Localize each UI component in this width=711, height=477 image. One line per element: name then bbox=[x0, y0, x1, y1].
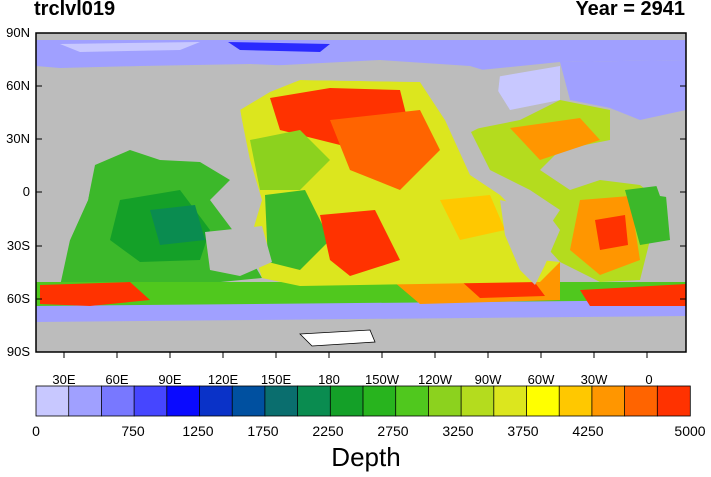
continent-south-america bbox=[500, 200, 560, 285]
colorbar-label-2750: 2750 bbox=[377, 423, 409, 439]
lon-label-60e: 60E bbox=[105, 372, 129, 387]
lon-label-0: 0 bbox=[645, 372, 653, 387]
lat-label-60s: 60S bbox=[6, 291, 30, 306]
colorbar-title: Depth bbox=[331, 442, 401, 472]
continent-asia bbox=[60, 66, 270, 162]
map-field bbox=[36, 33, 686, 352]
lat-label-30s: 30S bbox=[6, 238, 30, 253]
colorbar-label-1250: 1250 bbox=[182, 423, 214, 439]
lon-label-90w: 90W bbox=[474, 372, 502, 387]
colorbar-swatch-7 bbox=[264, 385, 299, 417]
lon-label-60w: 60W bbox=[527, 372, 555, 387]
continent-africa bbox=[36, 150, 95, 256]
colorbar-swatch-4 bbox=[166, 385, 201, 417]
pacific-central-orange bbox=[440, 195, 505, 240]
lat-label-60n: 60N bbox=[6, 78, 30, 93]
colorbar-label-750: 750 bbox=[121, 423, 145, 439]
colorbar-swatch-15 bbox=[526, 385, 560, 417]
colorbar-swatch-8 bbox=[297, 385, 332, 417]
variable-title: trclvl019 bbox=[34, 0, 116, 20]
continent-australia bbox=[205, 226, 272, 276]
lon-label-30w: 30W bbox=[580, 372, 608, 387]
southern-red-east bbox=[580, 284, 686, 306]
lat-label-30n: 30N bbox=[6, 131, 30, 146]
colorbar-swatch-18 bbox=[624, 385, 658, 417]
lon-label-120e: 120E bbox=[207, 372, 239, 387]
colorbar-label-2250: 2250 bbox=[312, 423, 344, 439]
colorbar-swatch-1 bbox=[68, 385, 103, 417]
colorbar-swatch-12 bbox=[427, 385, 462, 417]
lon-label-180: 180 bbox=[318, 372, 340, 387]
labrador-shelf bbox=[490, 66, 560, 110]
pacific-north-green bbox=[250, 130, 330, 190]
pacific-north-orange bbox=[330, 110, 440, 190]
arctic-deep bbox=[228, 42, 330, 52]
lat-label-90s: 90S bbox=[6, 344, 30, 359]
colorbar-swatch-9 bbox=[329, 385, 364, 417]
lon-label-120w: 120W bbox=[418, 372, 452, 387]
colorbar-swatch-19 bbox=[656, 385, 691, 417]
arctic-shelf bbox=[60, 42, 200, 52]
atlantic-south-red bbox=[595, 215, 628, 250]
southern-red-west bbox=[40, 282, 150, 306]
lon-label-150e: 150E bbox=[260, 372, 292, 387]
lat-ticks bbox=[36, 32, 686, 353]
colorbar-swatch-0 bbox=[35, 385, 70, 417]
colorbar-swatch-16 bbox=[558, 385, 593, 417]
colorbar-label-1750: 1750 bbox=[247, 423, 279, 439]
colorbar-swatch-17 bbox=[591, 385, 626, 417]
colorbar-swatch-14 bbox=[493, 385, 528, 417]
colorbar-label-0: 0 bbox=[32, 423, 40, 439]
lon-label-90e: 90E bbox=[158, 372, 182, 387]
lon-label-30e: 30E bbox=[52, 372, 76, 387]
atlantic-west-orange bbox=[510, 118, 600, 160]
colorbar-swatch-5 bbox=[199, 385, 233, 417]
lat-label-equator: 0 bbox=[22, 184, 30, 199]
pacific-west-red bbox=[320, 210, 400, 276]
continent-north-america bbox=[265, 60, 500, 135]
colorbar-label-3750: 3750 bbox=[507, 423, 539, 439]
atlantic-east-green bbox=[625, 185, 670, 245]
colorbar-swatch-13 bbox=[460, 385, 495, 417]
lon-label-150w: 150W bbox=[365, 372, 399, 387]
colorbar-swatch-11 bbox=[395, 385, 430, 417]
colorbar-swatch-10 bbox=[362, 385, 397, 417]
north-atlantic-shelf bbox=[560, 60, 686, 120]
indian-ocean-deep bbox=[150, 205, 205, 245]
pacific-west-green bbox=[265, 190, 330, 270]
continent-africa-east bbox=[640, 140, 686, 200]
colorbar-swatch-2 bbox=[101, 385, 135, 417]
colorbar-swatch-6 bbox=[231, 385, 266, 417]
colorbar bbox=[35, 385, 691, 417]
colorbar-label-3250: 3250 bbox=[442, 423, 474, 439]
ross-ice-shelf bbox=[299, 329, 376, 347]
colorbar-label-4250: 4250 bbox=[572, 423, 604, 439]
lat-label-90n: 90N bbox=[6, 25, 30, 40]
year-title: Year = 2941 bbox=[575, 0, 685, 20]
colorbar-swatch-3 bbox=[133, 385, 168, 417]
arctic-ocean bbox=[36, 40, 686, 70]
colorbar-label-5000: 5000 bbox=[674, 423, 706, 439]
lon-ticks bbox=[63, 352, 648, 358]
